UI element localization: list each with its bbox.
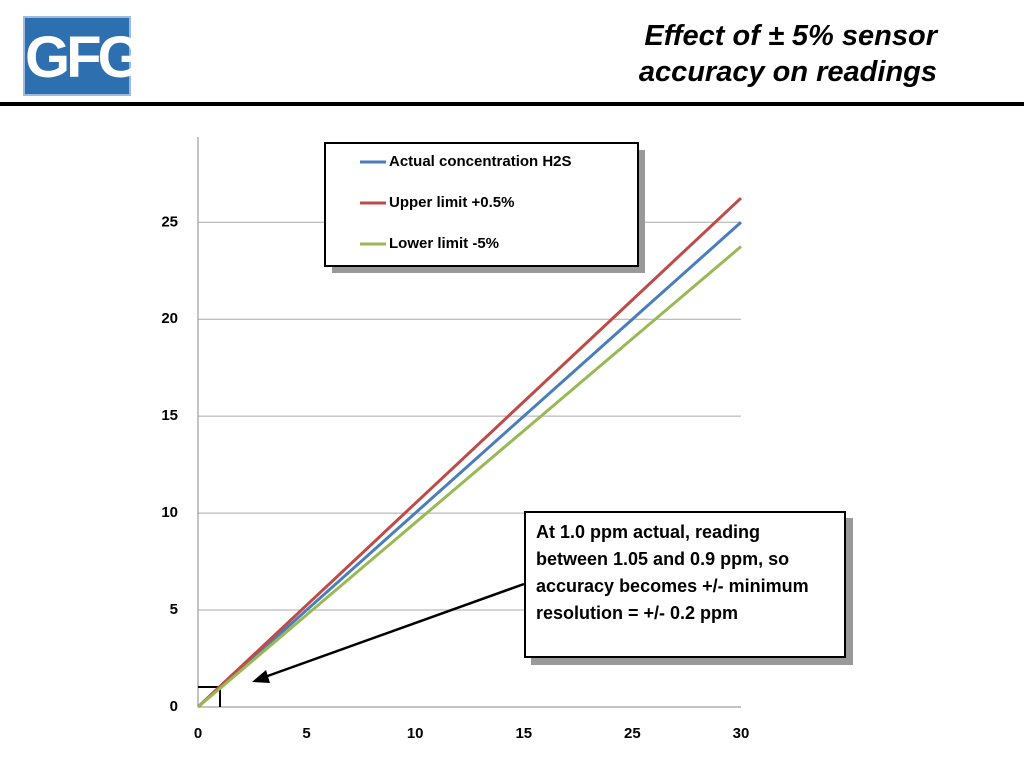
chart-title: Effect of ± 5% sensor accuracy on readin… (638, 20, 937, 88)
legend-label: Lower limit -5% (389, 235, 499, 252)
annotation-arrow (261, 582, 525, 680)
y-tick-label: 10 (161, 504, 178, 521)
y-tick-label: 25 (161, 213, 178, 230)
x-tick-label: 10 (407, 725, 424, 742)
arrow-head (252, 670, 270, 683)
y-tick-label: 0 (170, 698, 178, 715)
series-line (196, 196, 743, 709)
logo: GFG (23, 16, 143, 96)
legend-label: Actual concentration H2S (389, 153, 572, 170)
annotation: At 1.0 ppm actual, reading between 1.05 … (524, 511, 846, 658)
y-tick-label: 20 (161, 310, 178, 327)
x-tick-label: 0 (194, 725, 202, 742)
series-line (197, 245, 742, 709)
x-tick-label: 25 (624, 725, 641, 742)
y-tick-label: 15 (161, 407, 178, 424)
x-tick-label: 30 (733, 725, 750, 742)
y-tick-label: 5 (170, 601, 178, 618)
x-tick-label: 15 (515, 725, 532, 742)
x-tick-label: 5 (302, 725, 310, 742)
series-line (197, 221, 742, 709)
legend-label: Upper limit +0.5% (389, 194, 514, 211)
